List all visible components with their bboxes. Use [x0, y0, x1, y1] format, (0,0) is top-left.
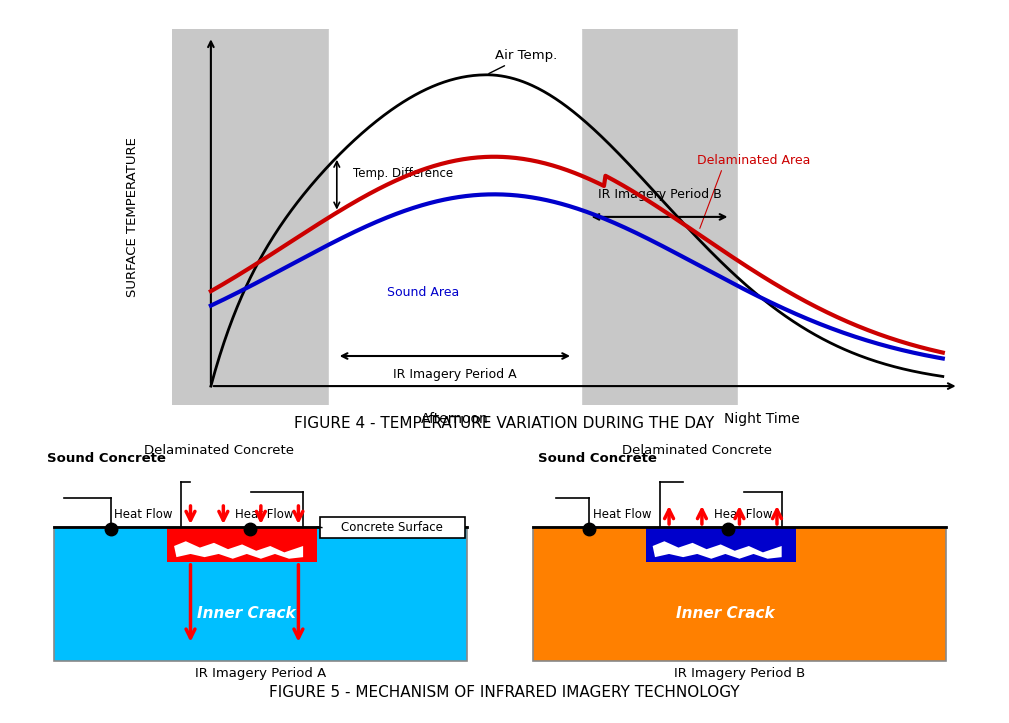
Text: Afternoon: Afternoon: [421, 412, 488, 427]
Text: IR Imagery Period A: IR Imagery Period A: [196, 667, 327, 680]
Text: Concrete Surface: Concrete Surface: [341, 521, 443, 534]
Bar: [739, 29, 959, 405]
Text: Heat Flow: Heat Flow: [235, 508, 294, 521]
Bar: [581, 29, 739, 405]
Polygon shape: [175, 542, 303, 559]
Bar: [646, 527, 796, 562]
Bar: [54, 527, 467, 661]
Bar: [167, 527, 317, 562]
Text: IR Imagery Period B: IR Imagery Period B: [597, 188, 721, 201]
Text: Sound Concrete: Sound Concrete: [47, 452, 166, 465]
Text: Sound Area: Sound Area: [387, 286, 459, 299]
Text: Heat Flow: Heat Flow: [714, 508, 773, 521]
Text: Delaminated Concrete: Delaminated Concrete: [143, 444, 294, 457]
Text: Heat Flow: Heat Flow: [114, 508, 173, 521]
Bar: [533, 527, 945, 661]
Text: Delaminated Area: Delaminated Area: [697, 154, 810, 167]
Text: Inner Crack: Inner Crack: [198, 607, 296, 621]
Text: Night Time: Night Time: [723, 412, 800, 427]
FancyBboxPatch shape: [320, 518, 465, 538]
Text: SURFACE TEMPERATURE: SURFACE TEMPERATURE: [126, 137, 138, 297]
Text: FIGURE 4 - TEMPERATURE VARIATION DURING THE DAY: FIGURE 4 - TEMPERATURE VARIATION DURING …: [295, 416, 714, 431]
Bar: [172, 29, 329, 405]
Polygon shape: [653, 542, 782, 559]
Text: IR Imagery Period B: IR Imagery Period B: [674, 667, 805, 680]
Text: Inner Crack: Inner Crack: [676, 607, 775, 621]
Text: Air Temp.: Air Temp.: [488, 48, 557, 74]
Text: FIGURE 5 - MECHANISM OF INFRARED IMAGERY TECHNOLOGY: FIGURE 5 - MECHANISM OF INFRARED IMAGERY…: [269, 685, 740, 700]
Text: Sound Concrete: Sound Concrete: [538, 452, 657, 465]
Text: IR Imagery Period A: IR Imagery Period A: [394, 368, 517, 381]
Bar: [329, 29, 581, 405]
Text: Delaminated Concrete: Delaminated Concrete: [623, 444, 772, 457]
Text: Temp. Difference: Temp. Difference: [352, 167, 453, 180]
Text: Heat Flow: Heat Flow: [593, 508, 652, 521]
